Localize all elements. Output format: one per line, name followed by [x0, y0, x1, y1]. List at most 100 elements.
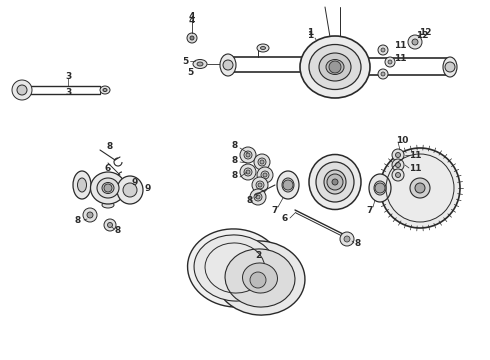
Circle shape: [240, 164, 256, 180]
Text: 12: 12: [419, 27, 431, 36]
Circle shape: [329, 61, 341, 73]
Circle shape: [104, 184, 112, 192]
Ellipse shape: [188, 229, 282, 307]
Ellipse shape: [309, 154, 361, 210]
Circle shape: [107, 222, 113, 228]
Ellipse shape: [261, 46, 266, 50]
Circle shape: [410, 178, 430, 198]
Text: 7: 7: [367, 206, 373, 215]
Text: 8: 8: [107, 141, 113, 150]
Circle shape: [340, 232, 354, 246]
Circle shape: [378, 69, 388, 79]
Circle shape: [250, 189, 266, 205]
Text: 2: 2: [255, 252, 261, 261]
Text: 5: 5: [187, 68, 193, 77]
Ellipse shape: [326, 59, 344, 75]
Text: 6: 6: [282, 213, 288, 222]
Ellipse shape: [102, 202, 114, 208]
Circle shape: [408, 35, 422, 49]
Circle shape: [244, 151, 252, 159]
Ellipse shape: [117, 176, 143, 204]
Circle shape: [395, 162, 400, 167]
Circle shape: [332, 179, 338, 185]
Text: 11: 11: [394, 54, 406, 63]
Circle shape: [12, 80, 32, 100]
Circle shape: [258, 183, 262, 187]
Ellipse shape: [194, 235, 276, 301]
Circle shape: [256, 181, 264, 189]
Circle shape: [385, 57, 395, 67]
Ellipse shape: [77, 178, 87, 192]
Circle shape: [187, 33, 197, 43]
Circle shape: [254, 154, 270, 170]
Circle shape: [246, 170, 250, 174]
Circle shape: [327, 174, 343, 190]
Text: 11: 11: [394, 41, 406, 50]
Text: 4: 4: [189, 15, 195, 24]
Ellipse shape: [257, 44, 269, 52]
Text: 9: 9: [145, 184, 151, 193]
Text: 8: 8: [355, 239, 361, 248]
Ellipse shape: [300, 36, 370, 98]
Circle shape: [258, 158, 266, 166]
Circle shape: [256, 195, 260, 199]
Circle shape: [381, 48, 385, 52]
Circle shape: [223, 60, 233, 70]
Circle shape: [415, 183, 425, 193]
Text: 8: 8: [115, 225, 121, 234]
Text: 10: 10: [396, 135, 408, 144]
Ellipse shape: [369, 174, 391, 202]
Circle shape: [392, 149, 404, 161]
Circle shape: [388, 60, 392, 64]
Text: 1: 1: [307, 27, 313, 36]
Text: 1: 1: [307, 31, 313, 40]
Text: 11: 11: [409, 150, 421, 159]
Ellipse shape: [220, 54, 236, 76]
Circle shape: [375, 183, 385, 193]
Circle shape: [244, 168, 252, 176]
Text: 3: 3: [65, 72, 71, 81]
Circle shape: [412, 39, 418, 45]
Ellipse shape: [215, 241, 305, 315]
Ellipse shape: [197, 62, 203, 66]
Ellipse shape: [319, 53, 351, 81]
Circle shape: [380, 148, 460, 228]
Circle shape: [283, 180, 293, 190]
Ellipse shape: [100, 86, 110, 94]
Circle shape: [254, 193, 262, 201]
Ellipse shape: [102, 183, 114, 194]
Circle shape: [252, 177, 268, 193]
Text: 8: 8: [232, 156, 238, 165]
Ellipse shape: [103, 89, 107, 91]
Text: 8: 8: [232, 140, 238, 149]
Circle shape: [445, 62, 455, 72]
Circle shape: [257, 167, 273, 183]
Ellipse shape: [309, 45, 361, 90]
Circle shape: [392, 169, 404, 181]
Text: 7: 7: [272, 206, 278, 215]
Circle shape: [263, 173, 267, 177]
Circle shape: [261, 171, 269, 179]
Circle shape: [190, 36, 194, 40]
Circle shape: [246, 153, 250, 157]
Circle shape: [83, 208, 97, 222]
Text: 8: 8: [247, 195, 253, 204]
Text: 5: 5: [182, 57, 188, 66]
Circle shape: [87, 212, 93, 218]
Ellipse shape: [443, 57, 457, 77]
Circle shape: [240, 147, 256, 163]
Text: 12: 12: [416, 31, 428, 40]
Circle shape: [260, 160, 264, 164]
Ellipse shape: [91, 172, 125, 204]
Circle shape: [378, 45, 388, 55]
Ellipse shape: [374, 181, 386, 195]
Text: 8: 8: [232, 171, 238, 180]
Circle shape: [395, 153, 400, 158]
Ellipse shape: [123, 183, 137, 197]
Ellipse shape: [225, 249, 295, 307]
Circle shape: [392, 159, 404, 171]
Ellipse shape: [282, 178, 294, 192]
Text: 3: 3: [65, 87, 71, 96]
Ellipse shape: [97, 178, 119, 198]
Text: 4: 4: [189, 12, 195, 21]
